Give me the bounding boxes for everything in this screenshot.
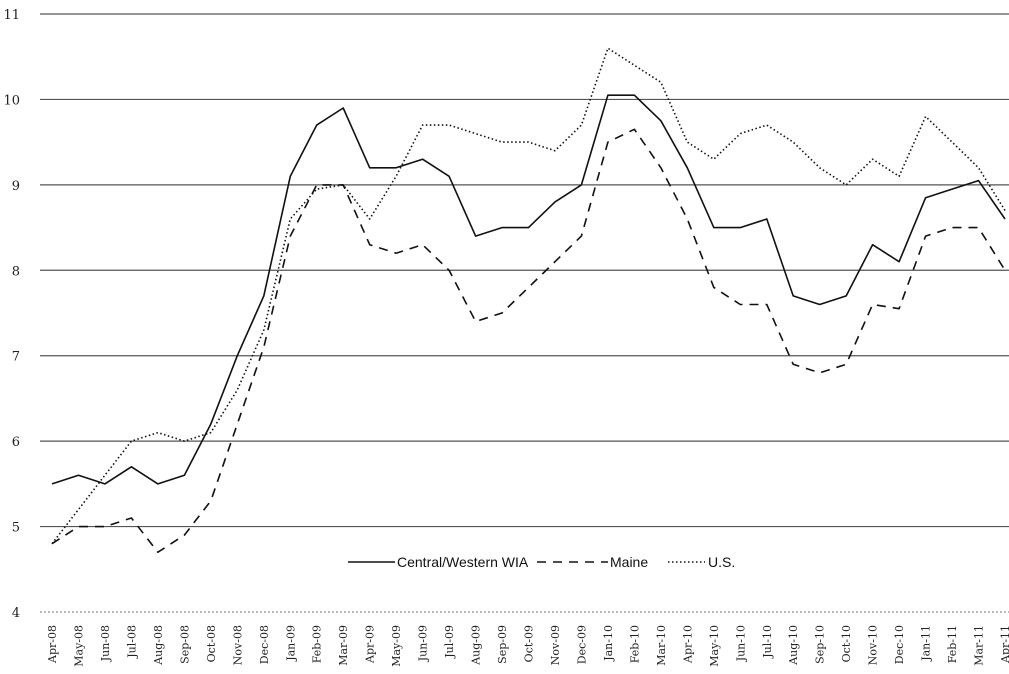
x-tick-label: Nov-10 bbox=[867, 625, 880, 665]
series-line-central-western-wia bbox=[51, 94, 1006, 485]
x-tick-label: Jun-09 bbox=[417, 625, 430, 662]
x-tick-label: May-08 bbox=[72, 625, 85, 667]
y-tick-label: 10 bbox=[3, 93, 20, 108]
x-tick-label: Feb-09 bbox=[311, 625, 324, 663]
x-tick-label: Jul-10 bbox=[761, 625, 774, 659]
y-tick-label: 4 bbox=[12, 606, 20, 621]
y-tick-label: 6 bbox=[12, 435, 20, 450]
x-tick-label: Apr-09 bbox=[364, 625, 377, 664]
y-tick-label: 7 bbox=[12, 350, 20, 365]
x-tick-label: Sep-09 bbox=[496, 625, 509, 664]
x-tick-label: Jul-08 bbox=[125, 625, 138, 659]
x-tick-label: Sep-08 bbox=[178, 625, 191, 664]
y-tick-label: 8 bbox=[12, 264, 20, 279]
legend-label-us: U.S. bbox=[708, 554, 735, 570]
x-tick-label: Aug-10 bbox=[787, 625, 800, 666]
x-axis-ticks: Apr-08 May-08 Jun-08 Jul-08 Aug-08 Sep-08 Oct-… bbox=[46, 625, 1009, 667]
x-tick-label: Dec-08 bbox=[258, 625, 271, 664]
series-line-maine bbox=[51, 128, 1006, 554]
y-tick-label: 11 bbox=[3, 8, 20, 23]
gridlines bbox=[40, 13, 1009, 613]
legend-label-maine: Maine bbox=[610, 554, 648, 570]
x-tick-label: May-10 bbox=[708, 625, 721, 667]
x-tick-label: Jan-11 bbox=[920, 625, 933, 662]
y-tick-label: 9 bbox=[12, 179, 20, 194]
x-tick-label: Dec-10 bbox=[893, 625, 906, 664]
x-tick-label: Mar-10 bbox=[655, 625, 668, 666]
x-tick-label: Aug-09 bbox=[470, 625, 483, 666]
x-tick-label: Jun-10 bbox=[734, 625, 747, 662]
x-tick-label: May-09 bbox=[390, 625, 403, 667]
x-tick-label: Apr-10 bbox=[681, 625, 694, 664]
x-tick-label: Aug-08 bbox=[152, 625, 165, 666]
x-tick-label: Jul-09 bbox=[443, 625, 456, 659]
x-tick-label: Sep-10 bbox=[814, 625, 827, 664]
y-axis-ticks: 4 5 6 7 8 9 10 11 bbox=[3, 8, 20, 621]
x-tick-label: Oct-10 bbox=[840, 625, 853, 662]
x-tick-label: Apr-08 bbox=[46, 625, 59, 664]
x-tick-label: Feb-11 bbox=[946, 625, 959, 663]
x-tick-label: Nov-09 bbox=[549, 625, 562, 665]
x-tick-label: Apr-11 bbox=[999, 625, 1009, 664]
series-line-u-s bbox=[51, 47, 1006, 545]
x-tick-label: Jan-09 bbox=[284, 625, 297, 662]
legend: Central/Western WIA Maine U.S. bbox=[348, 554, 735, 570]
x-tick-label: Jan-10 bbox=[602, 625, 615, 662]
y-tick-label: 5 bbox=[12, 521, 20, 536]
series-lines bbox=[51, 47, 1006, 554]
x-tick-label: Dec-09 bbox=[575, 625, 588, 664]
x-tick-label: Oct-09 bbox=[523, 625, 536, 662]
x-tick-label: Oct-08 bbox=[205, 625, 218, 662]
x-tick-label: Nov-08 bbox=[231, 625, 244, 665]
x-tick-label: Feb-10 bbox=[628, 625, 641, 663]
x-tick-label: Mar-11 bbox=[973, 625, 986, 666]
legend-label-central-western: Central/Western WIA bbox=[397, 554, 529, 570]
x-tick-label: Mar-09 bbox=[337, 625, 350, 666]
x-tick-label: Jun-08 bbox=[99, 625, 112, 662]
